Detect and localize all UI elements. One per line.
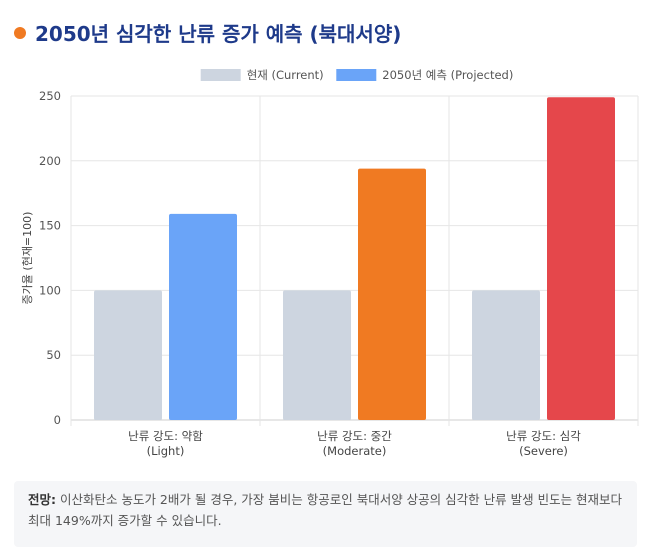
x-tick-sublabel: (Moderate) [323, 444, 387, 458]
bar-projected [169, 213, 237, 420]
note-label: 전망: [28, 492, 56, 507]
y-tick-label: 0 [54, 413, 61, 427]
bar-current [472, 290, 540, 420]
x-tick-label: 난류 강도: 약함 [128, 429, 203, 443]
bar-chart: 0 50 100 150 200 250 증가율 (현재=100) 난류 강도: 약함(Lig… [21, 68, 639, 458]
title-row: 2050년 심각한 난류 증가 예측 (북대서양) [14, 18, 401, 47]
x-tick-label: 난류 강도: 심각 [506, 429, 581, 443]
legend-swatch [336, 69, 377, 81]
bar-projected [358, 168, 426, 420]
y-tick-label: 250 [39, 89, 61, 103]
chart-title: 2050년 심각한 난류 증가 예측 (북대서양) [35, 22, 402, 46]
outlook-note: 전망: 이산화탄소 농도가 2배가 될 경우, 가장 붐비는 항공로인 북대서양… [14, 481, 637, 547]
x-tick-sublabel: (Severe) [519, 444, 568, 458]
x-tick-label: 난류 강도: 중간 [317, 429, 392, 443]
legend-label: 현재 (Current) [247, 68, 324, 82]
y-tick-label: 100 [39, 283, 61, 297]
y-tick-label: 200 [39, 154, 61, 168]
bar-projected [547, 97, 615, 421]
legend-label: 2050년 예측 (Projected) [382, 68, 513, 82]
bar-current [94, 290, 162, 420]
note-text: 이산화탄소 농도가 2배가 될 경우, 가장 붐비는 항공로인 북대서양 상공의… [28, 492, 623, 528]
y-tick-label: 50 [46, 348, 61, 362]
y-tick-label: 150 [39, 219, 61, 233]
title-bullet-icon [14, 26, 26, 39]
x-tick-sublabel: (Light) [147, 444, 185, 458]
y-axis-label: 증가율 (현재=100) [21, 212, 34, 305]
legend-swatch [200, 69, 241, 81]
bar-current [283, 290, 351, 420]
